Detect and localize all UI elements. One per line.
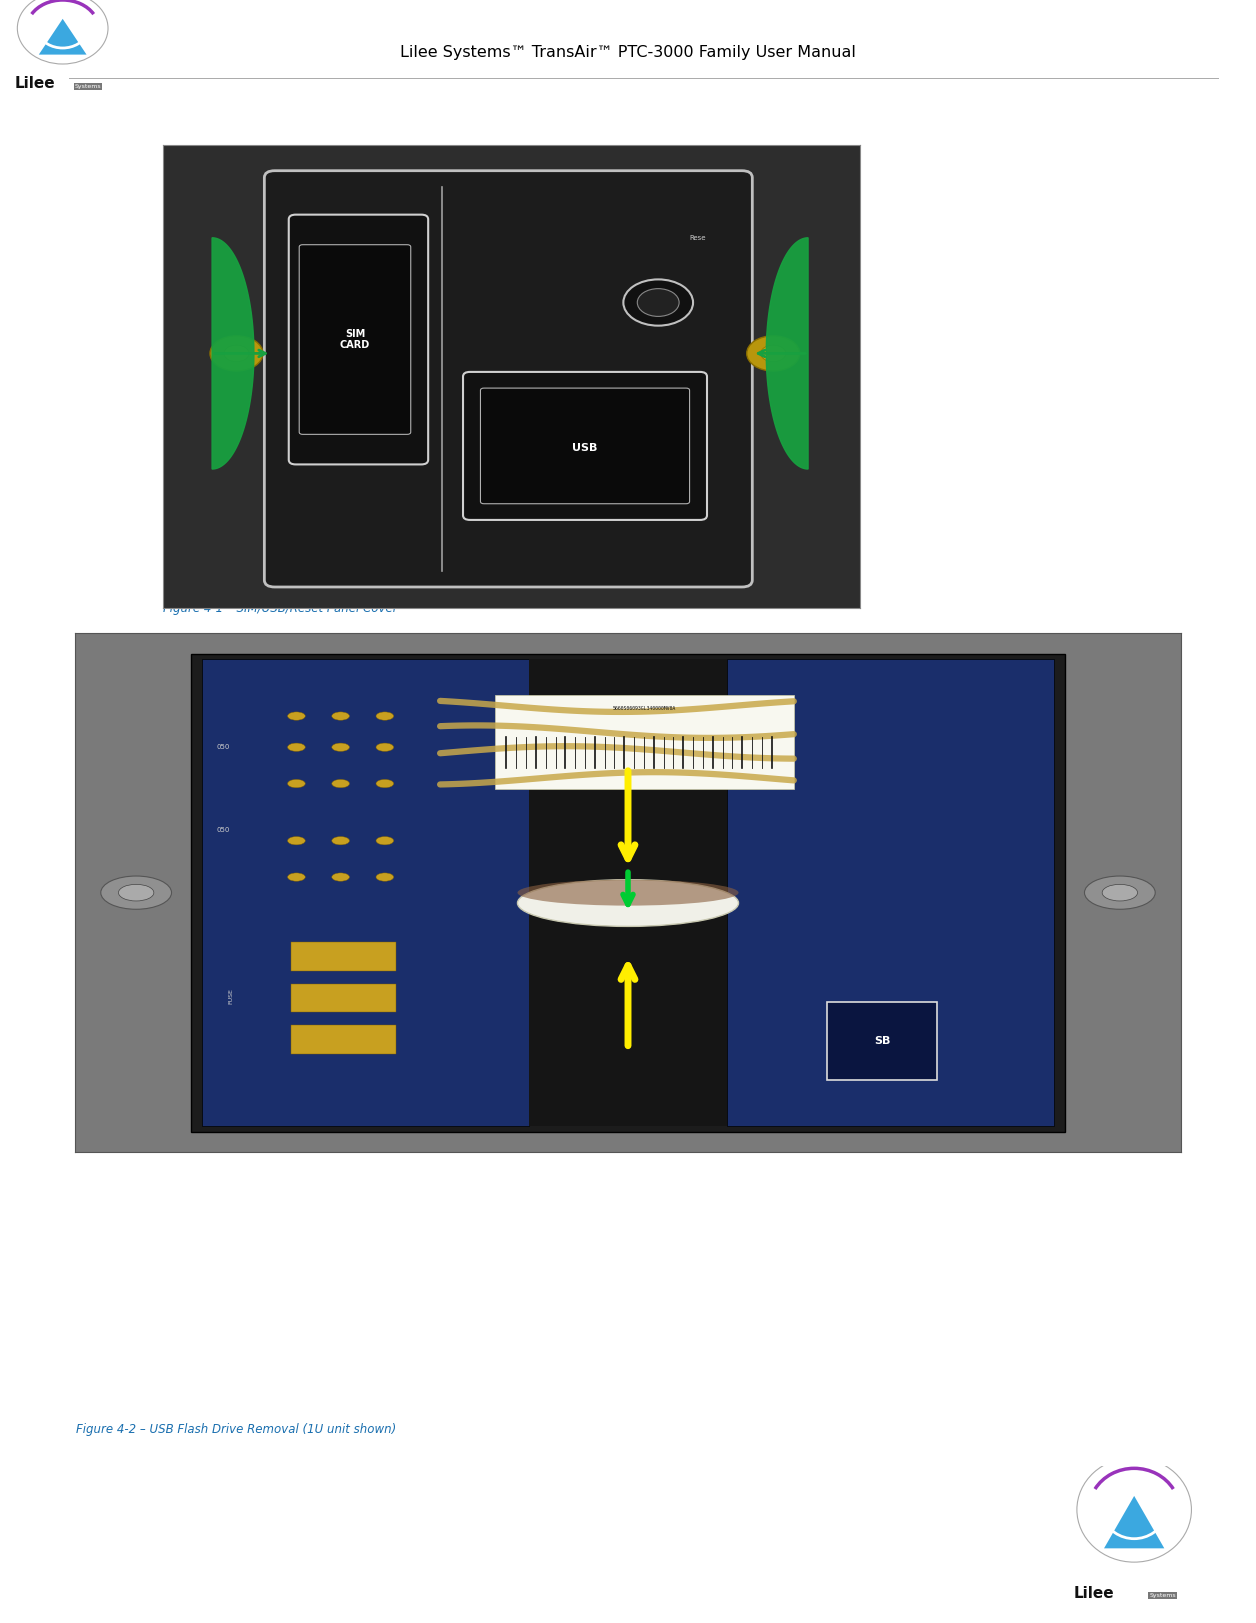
Polygon shape bbox=[39, 19, 87, 55]
Bar bbox=[202, 659, 529, 1126]
Text: Page 22: Page 22 bbox=[1090, 1521, 1152, 1535]
Circle shape bbox=[332, 779, 349, 787]
Circle shape bbox=[288, 873, 305, 881]
Circle shape bbox=[18, 0, 108, 63]
Circle shape bbox=[747, 336, 800, 372]
Circle shape bbox=[623, 279, 693, 326]
Text: 4.2.2   USB Flash Drive Removal: 4.2.2 USB Flash Drive Removal bbox=[205, 688, 505, 706]
Circle shape bbox=[332, 873, 349, 881]
Text: SIM
CARD: SIM CARD bbox=[340, 329, 371, 351]
Polygon shape bbox=[212, 239, 254, 469]
Text: Grasp USB Flash Drive from the top and bottom of the flat surface as shown in th: Grasp USB Flash Drive from the top and b… bbox=[245, 750, 819, 781]
Text: 050: 050 bbox=[217, 745, 230, 750]
Circle shape bbox=[1084, 876, 1156, 909]
Circle shape bbox=[1076, 1457, 1192, 1561]
Circle shape bbox=[376, 873, 393, 881]
Text: Lilee: Lilee bbox=[15, 76, 55, 91]
Circle shape bbox=[288, 779, 305, 787]
Text: 5660S06093GL340000MV0A: 5660S06093GL340000MV0A bbox=[613, 706, 676, 711]
Circle shape bbox=[332, 712, 349, 721]
FancyBboxPatch shape bbox=[299, 245, 411, 435]
Bar bbox=[291, 1026, 396, 1053]
FancyBboxPatch shape bbox=[481, 388, 690, 503]
Text: Step 2:: Step 2: bbox=[116, 821, 172, 836]
Circle shape bbox=[332, 836, 349, 846]
FancyBboxPatch shape bbox=[463, 372, 707, 519]
Circle shape bbox=[376, 712, 393, 721]
Circle shape bbox=[376, 743, 393, 751]
Text: Figure 4-2 – USB Flash Drive Removal (1U unit shown): Figure 4-2 – USB Flash Drive Removal (1U… bbox=[77, 1423, 396, 1436]
FancyBboxPatch shape bbox=[289, 214, 428, 464]
Circle shape bbox=[637, 289, 679, 316]
Text: Pull outward to remove (green arrow).: Pull outward to remove (green arrow). bbox=[245, 821, 510, 836]
Bar bbox=[291, 941, 396, 971]
Text: Systems: Systems bbox=[1149, 1594, 1176, 1599]
Bar bbox=[826, 1001, 937, 1079]
Text: Figure 4-1 – SIM/USB/Reset Panel Cover: Figure 4-1 – SIM/USB/Reset Panel Cover bbox=[163, 602, 398, 615]
Polygon shape bbox=[1104, 1496, 1164, 1548]
Circle shape bbox=[288, 743, 305, 751]
Bar bbox=[191, 654, 1065, 1131]
Circle shape bbox=[376, 836, 393, 846]
Text: 050: 050 bbox=[217, 828, 230, 833]
Text: Systems: Systems bbox=[74, 84, 102, 89]
Text: Step 1:: Step 1: bbox=[116, 750, 172, 764]
Text: Lilee: Lilee bbox=[1074, 1586, 1114, 1600]
Ellipse shape bbox=[517, 880, 739, 906]
Circle shape bbox=[376, 779, 393, 787]
Bar bbox=[529, 659, 727, 1126]
Text: Pull outward to remove: Pull outward to remove bbox=[245, 821, 430, 836]
Text: SB: SB bbox=[874, 1035, 891, 1045]
Text: Grasp USB Flash Drive: Grasp USB Flash Drive bbox=[245, 750, 421, 764]
FancyBboxPatch shape bbox=[264, 170, 752, 588]
Circle shape bbox=[118, 885, 153, 901]
Circle shape bbox=[1103, 885, 1138, 901]
Bar bbox=[291, 984, 396, 1013]
Circle shape bbox=[224, 346, 249, 362]
Circle shape bbox=[100, 876, 172, 909]
Circle shape bbox=[210, 336, 263, 372]
Circle shape bbox=[332, 743, 349, 751]
Text: Lilee Systems™ TransAir™ PTC-3000 Family User Manual: Lilee Systems™ TransAir™ PTC-3000 Family… bbox=[401, 44, 855, 60]
Text: Rese: Rese bbox=[690, 235, 706, 240]
Circle shape bbox=[288, 712, 305, 721]
Bar bbox=[727, 659, 1054, 1126]
Polygon shape bbox=[766, 239, 808, 469]
Circle shape bbox=[288, 836, 305, 846]
Ellipse shape bbox=[517, 880, 739, 927]
Bar bbox=[495, 695, 794, 789]
Circle shape bbox=[761, 346, 786, 362]
Text: FUSE: FUSE bbox=[227, 988, 232, 1005]
Text: USB: USB bbox=[573, 443, 598, 453]
